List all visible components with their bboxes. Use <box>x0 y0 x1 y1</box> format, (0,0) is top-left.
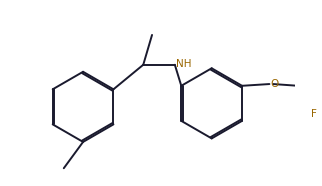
Text: O: O <box>270 79 279 89</box>
Text: NH: NH <box>176 59 191 69</box>
Text: F: F <box>311 109 317 119</box>
